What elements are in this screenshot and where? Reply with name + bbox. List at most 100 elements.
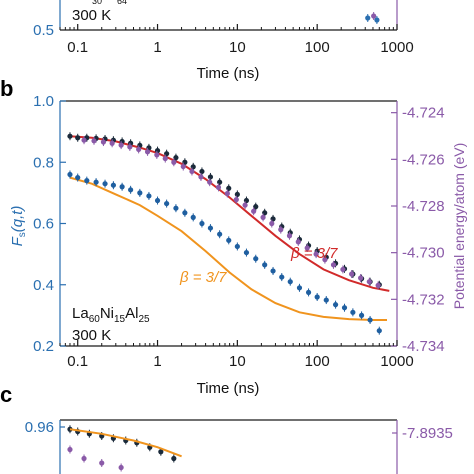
panel-b-series-2-point [154,152,160,158]
panel-b-series-2-point [366,279,372,285]
panel-a-series-0-point [365,15,371,21]
panel-b-series-3-fit-line [69,135,390,292]
panel-b-ytick-right-label: -4.724 [402,105,445,122]
panel-b-series-2-point [233,197,239,203]
panel-b-beta-red: β = 3/7 [290,245,338,262]
panel-b-series-2-point [260,214,266,220]
panel-b-series-2-point [330,262,337,268]
panel-b-series-0-point [262,262,268,268]
panel-b-series-0-point [199,220,205,227]
panel-b-ytick-left-label: 1.0 [33,93,54,110]
panel-c: c 0.96 -7.8935 [0,382,453,474]
panel-b-series-2-point [295,239,301,245]
panel-b-series-0-point [164,200,170,207]
panel-b-letter: b [0,76,13,101]
panel-b-ytick-left-label: 0.6 [33,216,54,233]
panel-c-series-0-point [171,455,177,462]
panel-b-series-2-point [304,245,310,251]
panel-b-series-1-point [199,168,205,175]
panel-b-xticks: 0.1 1 10 100 1000 [59,340,414,370]
panel-b-series-2-point [242,202,248,208]
panel-b-series-1-point [234,191,240,198]
panel-b-series-0-point [287,279,293,285]
panel-b-series-2-point [81,137,87,143]
panel-b-ytick-right-label: -4.726 [402,151,445,168]
panel-b-beta-orange: β = 3/7 [179,269,227,286]
panel-a: 0.5 30 64 300 K 0.1 1 10 100 1000 Time (ns) [33,0,414,82]
panel-c-ytick-left: 0.96 [25,419,54,436]
panel-b-series-1-point [75,135,81,141]
panel-b-series-2-point [278,227,284,233]
panel-b-series-2-point [144,149,151,155]
panel-b-series-0-point [119,184,125,190]
panel-b-series-2-point [180,163,186,170]
panel-b-series-0-point [75,174,81,181]
panel-b-series-0-point [323,297,329,303]
panel-b-xlabel: Time (ns) [197,380,260,397]
panel-b-series-0-point [154,197,161,204]
panel-b-series-2-point [340,266,346,273]
panel-b-series-2-point [109,140,115,146]
panel-b-series-0-point [173,205,179,211]
panel-b-series-1-point [270,216,276,222]
panel-c-series-2-fit-line [69,428,182,458]
panel-b-series-0-point [305,289,312,296]
panel-a-series-0-point [374,17,380,23]
panel-b-ytick-right-label: -4.728 [402,198,445,215]
panel-b-series-2-point [358,275,364,281]
panel-b-series-0-point [341,305,348,311]
panel-b-series-2-point [349,271,355,277]
panel-b-series-2-point [118,142,124,148]
panel-b-series-0-point [367,317,373,323]
panel-a-series-1-point [371,13,377,19]
panel-a-xtick-label: 0.1 [67,39,88,56]
panel-b-series-2-point [171,159,177,165]
panel-a-xticks: 0.1 1 10 100 1000 [59,24,414,56]
panel-c-series-1-point [81,455,87,462]
panel-b-series-0-point [110,182,117,188]
panel-b-composition: La60Ni15Al25 [72,305,150,325]
panel-b-series-1-point [217,179,223,185]
panel-b-ytick-left-label: 0.4 [33,277,54,294]
panel-b-series-2-point [286,233,293,239]
panel-b-series-2-point [224,190,230,197]
panel-b-yticks-right: -4.724 -4.726 -4.728 -4.730 -4.732 -4.734 [391,105,445,355]
panel-b-ylabel-left: Fs(q,t) [9,206,28,247]
panel-b-xtick-label: 1000 [380,353,413,370]
panel-a-label-fragment-1: 30 [92,0,102,6]
panel-b-ytick-left-label: 0.2 [33,338,54,355]
panel-c-series-0-point [67,426,73,432]
panel-b-series-0-point [296,285,303,291]
panel-b-series-0-point [137,190,143,196]
panel-b-series [67,132,390,335]
panel-b-series-0-point [207,225,214,231]
panel-a-xtick-label: 10 [229,39,246,56]
panel-a-label-fragment-2: 64 [117,0,127,6]
panel-b-series-0-point [217,231,223,237]
panel-a-temperature: 300 K [72,7,111,24]
panel-b-series-2-point [162,155,168,162]
panel-c-letter: c [0,382,12,407]
panel-b-series-0-point [182,210,188,216]
panel-b-series-0-point [234,243,240,250]
panel-c-series-1-point [67,446,73,453]
panel-b-series-2-point [251,208,257,214]
panel-b-ytick-right-label: -4.730 [402,245,445,262]
panel-b-series-0-point [376,328,382,334]
panel-b-series-0-point [146,193,152,199]
panel-b-series-0-point [243,249,250,256]
panel-b-series-0-point [102,181,108,187]
panel-b-series-2-point [375,282,381,288]
panel-b-series-0-point [358,312,365,318]
panel-b-series-0-point [84,178,90,184]
panel-c-series-1-point [99,460,105,466]
panel-b-series-2-point [313,251,319,257]
panel-b-temperature: 300 K [72,327,111,344]
panel-b-ytick-right-label: -4.732 [402,291,445,308]
panel-b-series-0-point [253,256,259,262]
panel-b-series-2-point [100,139,107,145]
panel-b-series-1-point [190,164,196,170]
panel-b-series-1-point [173,155,179,161]
panel-a-xtick-label: 100 [305,39,330,56]
